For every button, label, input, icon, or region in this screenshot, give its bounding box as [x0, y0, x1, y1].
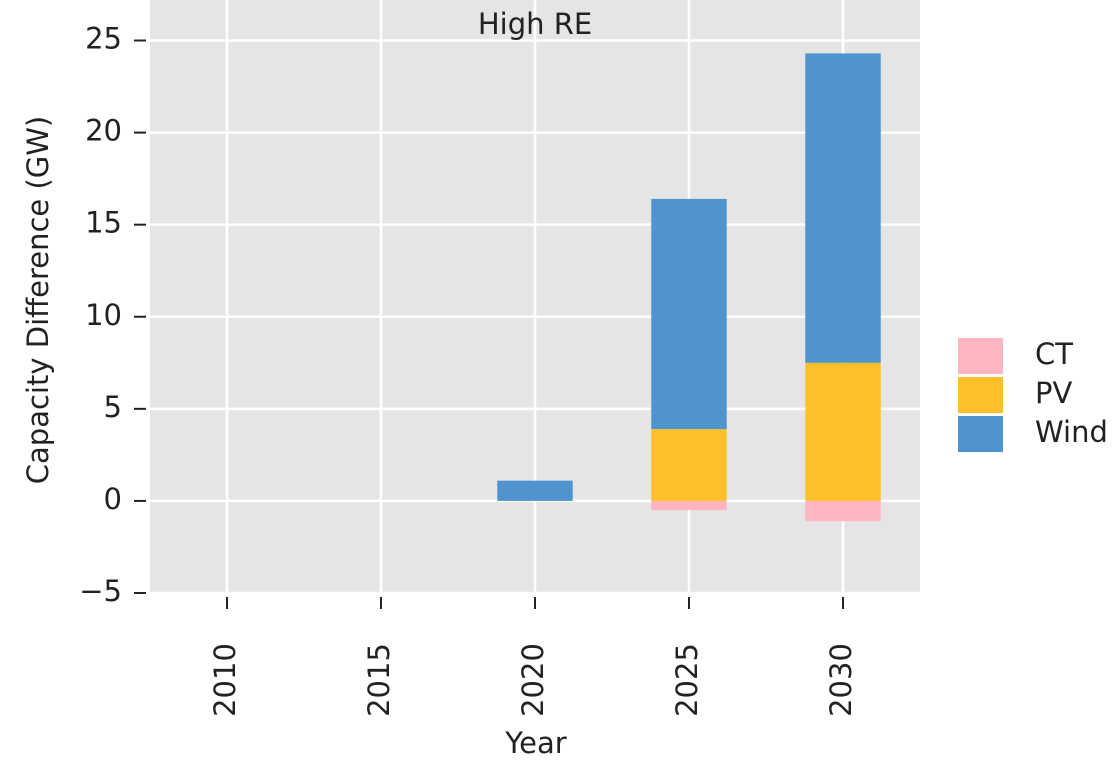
- legend-swatch: [958, 416, 1003, 452]
- y-axis-label: Capacity Difference (GW): [21, 116, 55, 484]
- legend-label: Wind: [1035, 415, 1108, 449]
- y-tick-label: 5: [104, 390, 122, 424]
- bar-segment: [651, 500, 727, 511]
- x-tick-label: 2020: [516, 643, 550, 717]
- y-tick-label: 20: [85, 114, 122, 148]
- bar-segment: [805, 362, 881, 501]
- x-tick-label: 2015: [362, 643, 396, 717]
- y-tick-label: 0: [104, 482, 122, 516]
- bar-segment: [805, 500, 881, 522]
- x-tick-label: 2025: [670, 643, 704, 717]
- legend-label: CT: [1035, 337, 1073, 371]
- bar-segment: [805, 53, 881, 363]
- bar-segment: [497, 480, 573, 501]
- y-tick-label: 10: [85, 298, 122, 332]
- legend-swatch: [958, 338, 1003, 374]
- x-tick-label: 2010: [208, 643, 242, 717]
- chart-title: High RE: [478, 7, 592, 41]
- y-tick-label: 25: [85, 22, 122, 56]
- y-tick-label: −5: [79, 574, 122, 608]
- bar-segment: [651, 429, 727, 501]
- legend-swatch: [958, 377, 1003, 413]
- legend-label: PV: [1035, 376, 1072, 410]
- bar-segment: [651, 198, 727, 430]
- x-tick-label: 2030: [824, 643, 858, 717]
- y-tick-label: 15: [85, 206, 122, 240]
- x-axis-label: Year: [504, 726, 566, 760]
